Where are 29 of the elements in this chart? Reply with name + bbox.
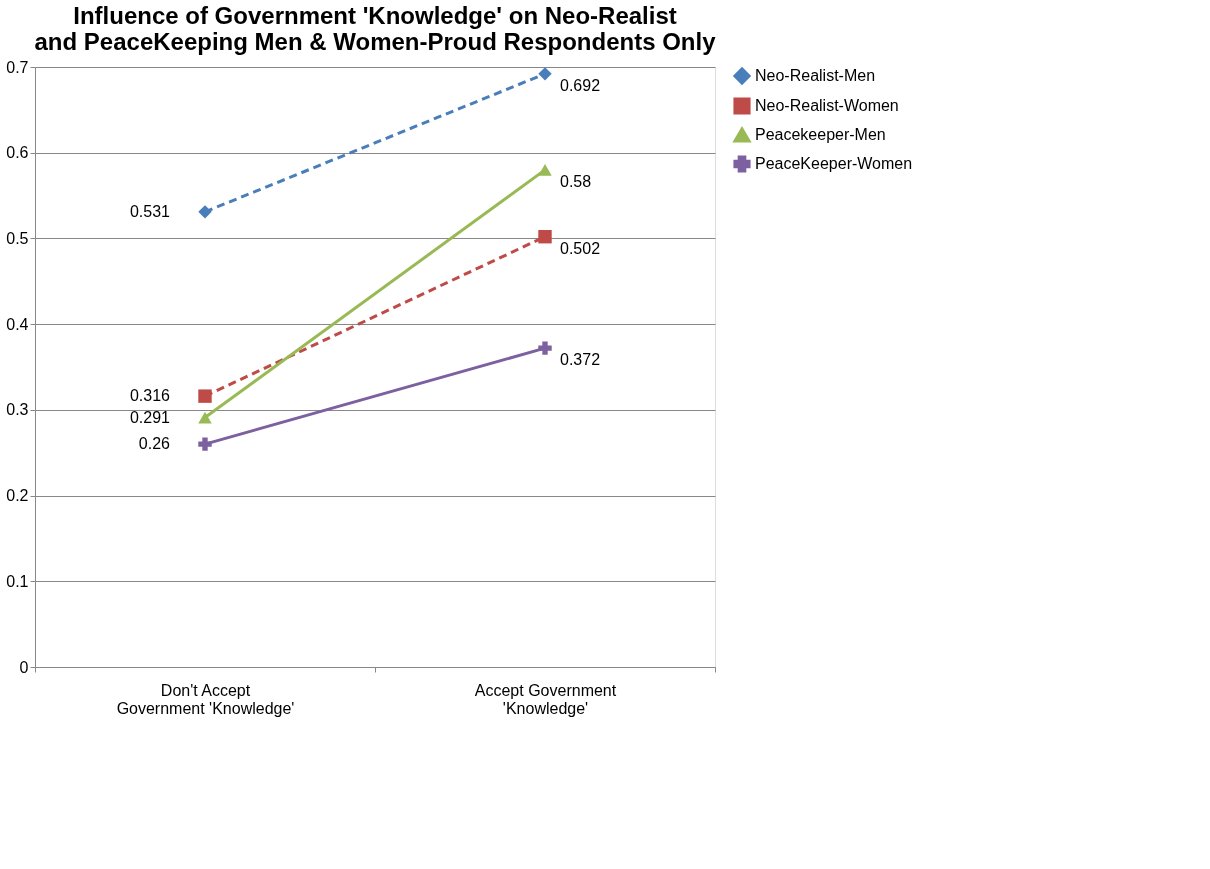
chart-title: Influence of Government 'Knowledge' on Neo-Realist and PeaceKeeping Men & Women-Proud Respondents Only	[34, 2, 717, 55]
y-tick-label: 0.3	[6, 401, 29, 419]
point	[538, 341, 552, 355]
point	[538, 230, 552, 244]
data-label: 0.291	[129, 408, 171, 426]
y-tick-label: 0.1	[6, 572, 29, 590]
y-tick-label: 0.7	[6, 58, 29, 76]
data-label: 0.316	[129, 387, 171, 405]
data-label: 0.692	[560, 76, 601, 94]
y-tick-label: 0.6	[6, 144, 29, 162]
data-label: 0.58	[560, 172, 592, 190]
point	[198, 205, 212, 219]
point	[198, 389, 212, 403]
y-tick-label: 0	[19, 658, 29, 676]
point	[198, 437, 212, 451]
data-label: 0.372	[560, 351, 601, 369]
legend-label: Neo-Realist-Women	[755, 97, 899, 114]
data-label: 0.502	[560, 239, 601, 257]
data-label: 0.26	[138, 435, 171, 453]
x-tick-label: Accept Government 'Knowledge'	[474, 681, 617, 717]
legend-label: Peacekeeper-Men	[755, 126, 886, 143]
y-tick-label: 0.4	[6, 315, 29, 333]
y-tick-label: 0.2	[6, 487, 29, 505]
x-tick-label: Don't Accept Government 'Knowledge'	[116, 681, 295, 717]
legend-label: PeaceKeeper-Women	[755, 155, 913, 172]
data-label: 0.531	[129, 202, 171, 220]
y-tick-label: 0.5	[6, 229, 29, 247]
legend-label: Neo-Realist-Men	[755, 67, 876, 84]
point	[538, 67, 552, 81]
